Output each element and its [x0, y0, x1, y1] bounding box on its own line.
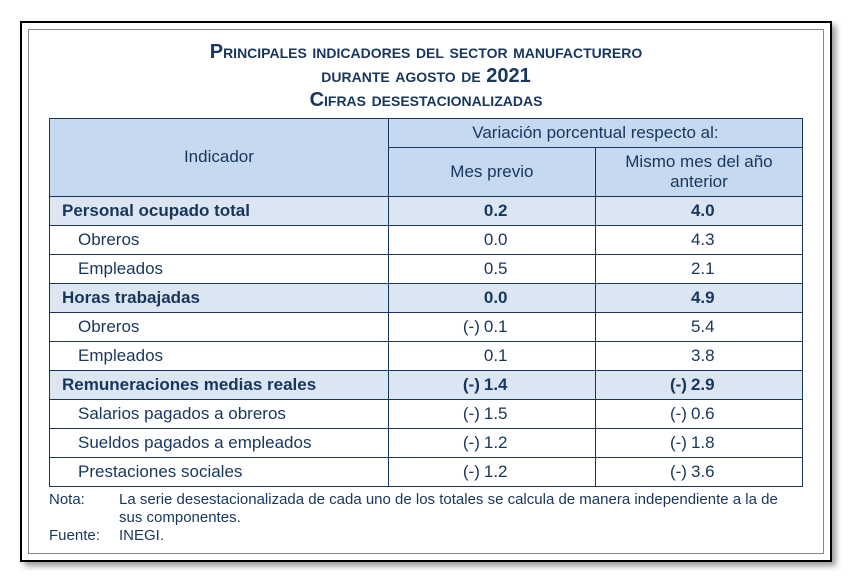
row-label: Empleados [50, 341, 389, 370]
row-label: Obreros [50, 312, 389, 341]
value-number: 3.8 [691, 346, 729, 366]
value-number: 0.0 [484, 288, 522, 308]
value-number: 1.4 [484, 375, 522, 395]
row-value: 0.0 [388, 283, 595, 312]
table-row: Salarios pagados a obreros(-)1.5(-)0.6 [50, 399, 803, 428]
row-label: Prestaciones sociales [50, 457, 389, 486]
value-sign: (-) [462, 433, 484, 453]
row-value: (-)0.1 [388, 312, 595, 341]
value-number: 0.2 [484, 201, 522, 221]
row-value: 0.2 [388, 196, 595, 225]
row-value: (-)1.2 [388, 457, 595, 486]
footnote-nota-text: La serie desestacionalizada de cada uno … [119, 491, 803, 527]
table-row: Remuneraciones medias reales(-)1.4(-)2.9 [50, 370, 803, 399]
row-value: 0.0 [388, 225, 595, 254]
footnote-nota-label: Nota: [49, 491, 119, 527]
row-value: 5.4 [595, 312, 802, 341]
table-body: Personal ocupado total 0.2 4.0 Obreros 0.0 4.… [50, 196, 803, 486]
value-number: 0.1 [484, 317, 522, 337]
inner-frame: Principales indicadores del sector manuf… [28, 29, 824, 554]
row-value: 0.5 [388, 254, 595, 283]
value-number: 1.2 [484, 462, 522, 482]
table-row: Obreros 0.0 4.3 [50, 225, 803, 254]
title-line-2: durante agosto de 2021 [49, 64, 803, 88]
row-label: Horas trabajadas [50, 283, 389, 312]
table-row: Horas trabajadas 0.0 4.9 [50, 283, 803, 312]
value-number: 1.5 [484, 404, 522, 424]
value-number: 2.9 [691, 375, 729, 395]
title-line-1: Principales indicadores del sector manuf… [49, 40, 803, 64]
table-row: Sueldos pagados a empleados(-)1.2(-)1.8 [50, 428, 803, 457]
row-value: 4.0 [595, 196, 802, 225]
th-col-year: Mismo mes del año anterior [595, 147, 802, 196]
value-sign: (-) [669, 462, 691, 482]
value-number: 0.6 [691, 404, 729, 424]
row-label: Remuneraciones medias reales [50, 370, 389, 399]
footnote-fuente: Fuente: INEGI. [49, 527, 803, 545]
th-variation-group: Variación porcentual respecto al: [388, 118, 802, 147]
row-value: (-)0.6 [595, 399, 802, 428]
row-value: (-)1.4 [388, 370, 595, 399]
row-label: Empleados [50, 254, 389, 283]
table-row: Empleados 0.1 3.8 [50, 341, 803, 370]
value-sign: (-) [462, 404, 484, 424]
footnote-fuente-label: Fuente: [49, 527, 119, 545]
table-row: Obreros(-)0.15.4 [50, 312, 803, 341]
value-number: 0.1 [484, 346, 522, 366]
row-value: (-)2.9 [595, 370, 802, 399]
row-value: 4.9 [595, 283, 802, 312]
row-value: (-)1.8 [595, 428, 802, 457]
value-sign: (-) [462, 375, 484, 395]
row-label: Salarios pagados a obreros [50, 399, 389, 428]
footnote-nota: Nota: La serie desestacionalizada de cad… [49, 491, 803, 527]
row-value: 0.1 [388, 341, 595, 370]
table-row: Personal ocupado total 0.2 4.0 [50, 196, 803, 225]
row-value: (-)3.6 [595, 457, 802, 486]
value-number: 0.5 [484, 259, 522, 279]
title-line-3: Cifras desestacionalizadas [49, 88, 803, 112]
value-sign: (-) [462, 317, 484, 337]
row-label: Sueldos pagados a empleados [50, 428, 389, 457]
value-sign: (-) [669, 433, 691, 453]
table-row: Empleados 0.5 2.1 [50, 254, 803, 283]
value-number: 0.0 [484, 230, 522, 250]
value-number: 4.3 [691, 230, 729, 250]
table-row: Prestaciones sociales(-)1.2(-)3.6 [50, 457, 803, 486]
value-number: 1.2 [484, 433, 522, 453]
value-number: 4.9 [691, 288, 729, 308]
row-value: 2.1 [595, 254, 802, 283]
title-block: Principales indicadores del sector manuf… [49, 40, 803, 112]
th-indicator: Indicador [50, 118, 389, 196]
footnotes: Nota: La serie desestacionalizada de cad… [49, 491, 803, 545]
row-label: Obreros [50, 225, 389, 254]
value-number: 5.4 [691, 317, 729, 337]
value-number: 4.0 [691, 201, 729, 221]
value-sign: (-) [669, 375, 691, 395]
value-sign: (-) [462, 462, 484, 482]
value-number: 1.8 [691, 433, 729, 453]
row-value: 3.8 [595, 341, 802, 370]
th-col-prev: Mes previo [388, 147, 595, 196]
indicators-table: Indicador Variación porcentual respecto … [49, 118, 803, 487]
row-value: 4.3 [595, 225, 802, 254]
value-number: 2.1 [691, 259, 729, 279]
footnote-fuente-text: INEGI. [119, 527, 803, 545]
row-value: (-)1.2 [388, 428, 595, 457]
value-sign: (-) [669, 404, 691, 424]
value-number: 3.6 [691, 462, 729, 482]
row-value: (-)1.5 [388, 399, 595, 428]
row-label: Personal ocupado total [50, 196, 389, 225]
outer-frame: Principales indicadores del sector manuf… [20, 21, 832, 562]
